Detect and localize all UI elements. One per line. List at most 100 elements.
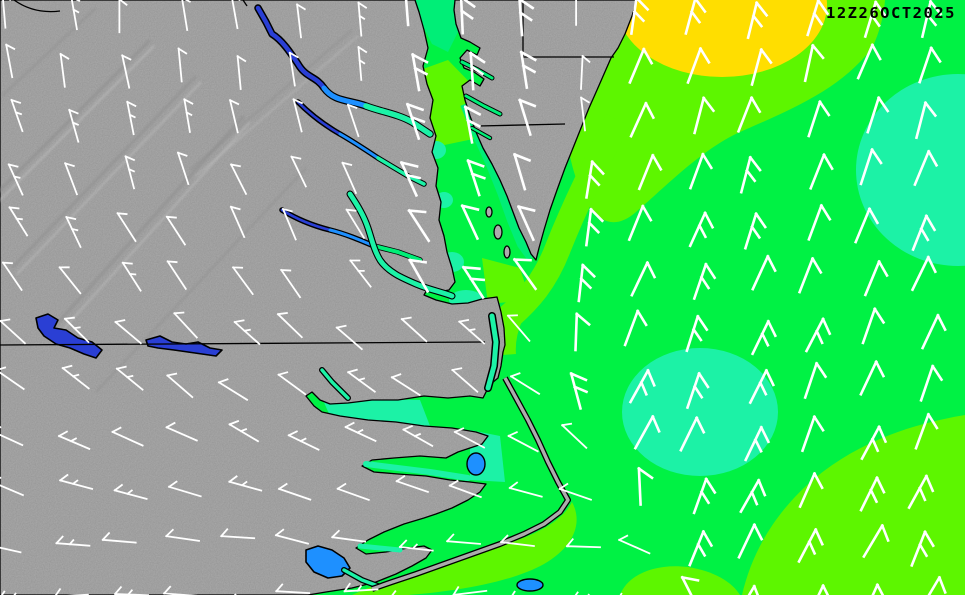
neuse-aqua: [357, 543, 403, 553]
wind-barb: [459, 0, 476, 35]
wind-barb: [121, 261, 142, 292]
border-va-nc: [0, 341, 486, 346]
wind-barb: [803, 361, 828, 400]
choptank-river: [464, 94, 502, 116]
wind-barb: [854, 207, 880, 244]
wind-barb: [860, 425, 888, 461]
wind-barb: [331, 529, 367, 543]
wind-barb: [910, 530, 935, 568]
wind-barb: [617, 534, 651, 555]
wind-barb: [346, 103, 360, 138]
wind-barb: [65, 215, 82, 249]
wind-barb: [277, 371, 307, 396]
wind-barb: [806, 0, 830, 37]
wind-barb: [402, 425, 434, 448]
wind-barb: [575, 0, 577, 26]
wind-barb: [405, 102, 426, 141]
wind-barb: [124, 155, 136, 190]
wind-barb: [629, 0, 650, 35]
wind-barb: [804, 317, 832, 353]
wind-barb: [231, 0, 241, 30]
wind-barb: [64, 162, 79, 196]
wind-barb: [126, 100, 137, 136]
currituck-sound: [485, 313, 499, 391]
wind-barb: [236, 54, 247, 90]
wind-barb: [747, 584, 760, 595]
wind-barb: [274, 528, 310, 545]
wind-barb: [448, 479, 482, 499]
wind-barb: [217, 378, 249, 402]
wind-barb: [797, 527, 825, 564]
wind-barb: [400, 316, 428, 343]
rivers-lakes: [35, 4, 544, 592]
wind-barb: [0, 546, 22, 554]
wind-barb: [8, 206, 29, 237]
wind-barb: [914, 100, 938, 140]
wind-barb: [228, 475, 263, 492]
wind-barb: [637, 466, 654, 506]
wind-barb: [166, 260, 188, 291]
wind-barb: [345, 208, 366, 240]
wind-barb: [460, 204, 480, 241]
wind-barb: [463, 105, 482, 144]
wind-barb: [116, 212, 137, 243]
border-top-tick: [242, 0, 248, 7]
wind-barb: [295, 3, 307, 39]
wind-barb: [558, 482, 593, 501]
wind-barb: [512, 257, 538, 291]
pamlico-river-aqua: [363, 461, 471, 481]
wind-barb: [408, 258, 430, 294]
wind-barb: [54, 587, 89, 595]
wind-barb: [907, 474, 935, 510]
wind-barb: [61, 364, 90, 390]
outer-banks: [371, 376, 571, 592]
wind-barb: [357, 1, 368, 37]
wind-barb: [346, 368, 377, 393]
kerr-lake: [145, 335, 223, 357]
wind-barb: [445, 533, 481, 545]
speed-region-aqua-offshore: [622, 348, 778, 476]
wind-barb: [918, 46, 942, 84]
wind-barb: [871, 583, 885, 595]
wind-barb: [579, 96, 591, 132]
wind-barb: [913, 149, 939, 187]
speed-region-aqua-east: [856, 74, 965, 266]
bay-island: [503, 245, 511, 259]
wind-barb: [861, 307, 886, 345]
wind-barb: [577, 263, 597, 303]
wind-barb: [281, 207, 297, 241]
wind-barb: [623, 309, 648, 347]
wind-barb: [685, 314, 709, 353]
wind-barb: [404, 0, 410, 27]
speed-region-chartreuse-south-band: [352, 502, 577, 595]
wind-barb: [692, 477, 717, 515]
wind-barb: [166, 372, 194, 399]
wind-barb: [509, 372, 541, 396]
wind-barb: [803, 43, 825, 83]
wind-barb: [2, 0, 11, 29]
wind-barb: [458, 318, 486, 345]
wind-barb: [736, 96, 762, 133]
speed-region-yellow: [617, 0, 827, 77]
wind-barb: [176, 151, 190, 186]
wind-barb: [0, 425, 24, 447]
wind-barb: [341, 161, 358, 195]
wind-barb: [101, 531, 137, 544]
wind-barb: [574, 312, 591, 352]
wind-barb: [914, 412, 939, 450]
wind-barb: [809, 153, 834, 190]
wind-barb: [4, 43, 16, 79]
wind-barb: [452, 585, 488, 595]
wind-barb: [685, 371, 710, 410]
wind-barb: [565, 538, 601, 549]
wind-barb: [512, 152, 532, 191]
albemarle-aqua-patch: [322, 398, 430, 426]
wind-barb: [468, 51, 486, 91]
wind-barb: [856, 43, 882, 80]
wind-barb: [58, 266, 82, 295]
wind-barb: [165, 215, 187, 246]
potomac-river-upper: [255, 5, 327, 91]
wind-barb: [167, 480, 202, 498]
speed-region-chartreuse-north: [565, 0, 885, 223]
nc-lake-tail: [342, 568, 380, 588]
